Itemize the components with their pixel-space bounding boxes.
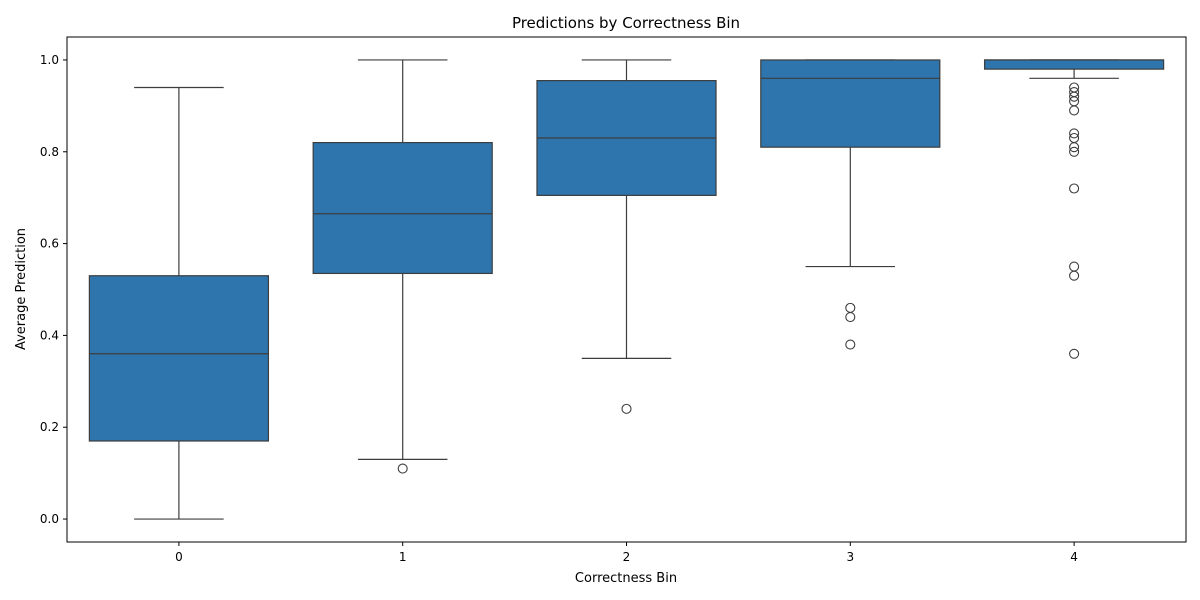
y-axis-label: Average Prediction — [14, 228, 29, 350]
x-tick-label-1: 1 — [399, 550, 407, 564]
outlier-4-8 — [1069, 146, 1080, 157]
outlier-4-10 — [1069, 261, 1080, 272]
outlier-4-9 — [1069, 183, 1080, 194]
outlier-4-11 — [1069, 270, 1080, 281]
box-1 — [312, 141, 493, 275]
y-tick-label-3: 0.6 — [40, 237, 59, 251]
x-tick-label-0: 0 — [175, 550, 183, 564]
outlier-4-7 — [1069, 142, 1080, 153]
box-group-1 — [312, 59, 493, 474]
chart-title: Predictions by Correctness Bin — [512, 14, 740, 32]
outlier-4-12 — [1069, 348, 1080, 359]
box-0 — [88, 275, 270, 442]
x-tick-label-3: 3 — [846, 550, 854, 564]
outlier-3-1 — [845, 311, 856, 323]
outlier-2-0 — [621, 403, 632, 414]
outlier-4-2 — [1069, 91, 1080, 102]
box-group-0 — [88, 86, 270, 520]
y-tick-label-5: 1.0 — [40, 53, 59, 67]
x-axis-label: Correctness Bin — [575, 571, 677, 586]
box-group-3 — [760, 59, 941, 350]
y-tick-label-4: 0.8 — [40, 145, 59, 159]
outlier-3-0 — [845, 302, 856, 313]
outlier-4-4 — [1069, 105, 1080, 116]
plot-area — [66, 36, 1187, 543]
box-group-4 — [983, 59, 1165, 359]
outlier-3-2 — [845, 339, 856, 350]
outlier-1-0 — [397, 463, 408, 474]
y-axis: 0.0 0.2 0.4 0.6 0.8 1.0 — [40, 53, 67, 526]
x-axis: 0 1 2 3 4 — [175, 542, 1078, 564]
y-tick-label-0: 0.0 — [40, 512, 59, 526]
box-group-2 — [536, 59, 717, 414]
x-tick-label-4: 4 — [1070, 550, 1078, 564]
box-3 — [760, 59, 941, 148]
outlier-4-5 — [1069, 128, 1080, 139]
box-4 — [983, 59, 1165, 70]
y-tick-label-1: 0.2 — [40, 420, 59, 434]
y-tick-label-2: 0.4 — [40, 328, 59, 342]
x-tick-label-2: 2 — [623, 550, 631, 564]
